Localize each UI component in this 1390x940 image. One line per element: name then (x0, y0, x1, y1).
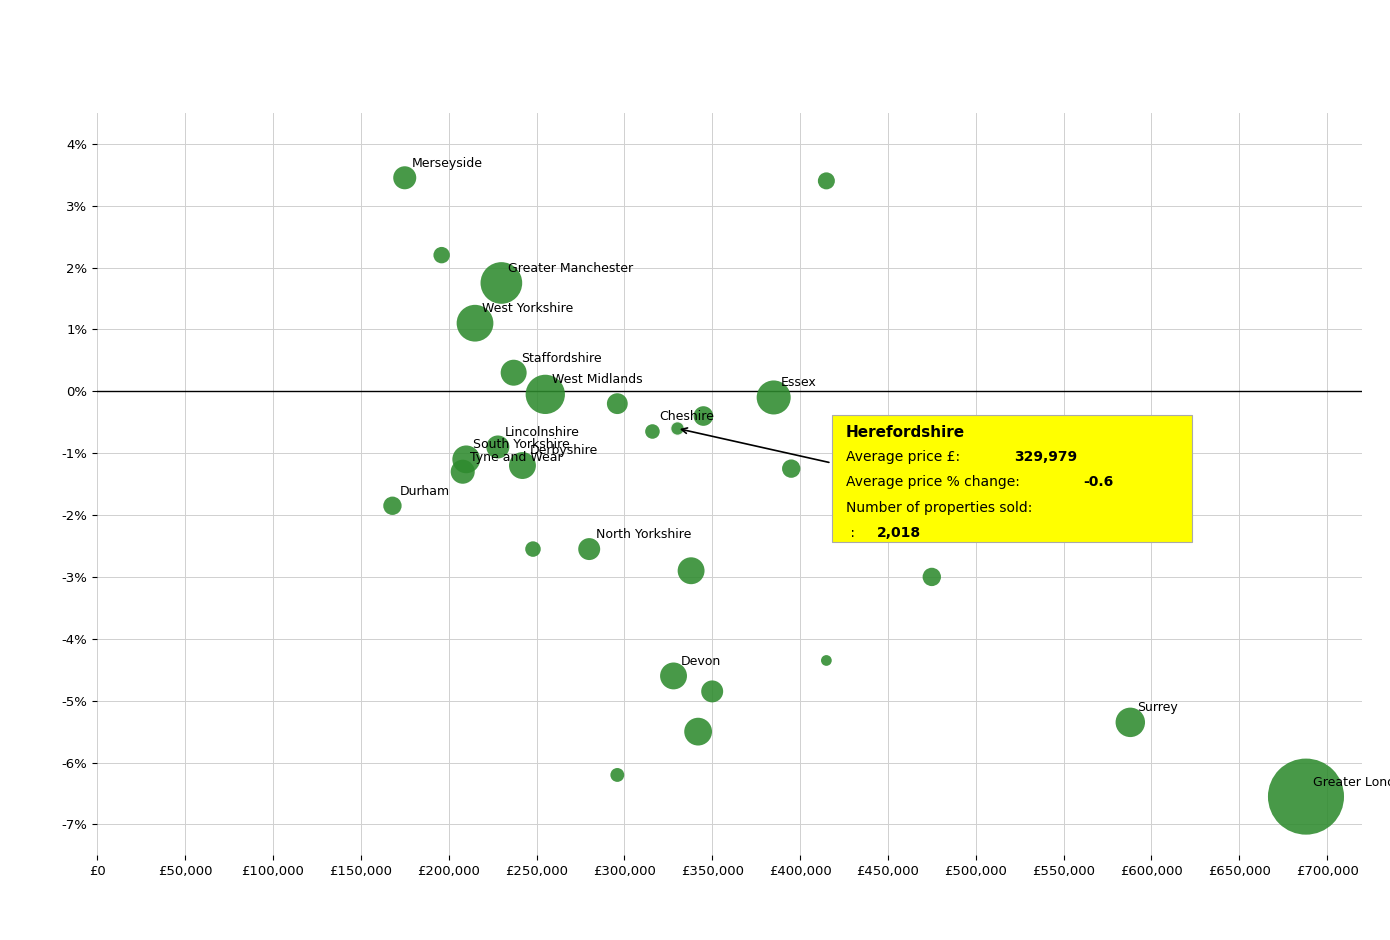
Point (381, 498, 403, 513)
Point (464, 316, 486, 331)
Text: Greater Manchester: Greater Manchester (509, 262, 634, 274)
Point (687, 724, 709, 739)
Point (641, 424, 663, 439)
Text: 2,018: 2,018 (877, 526, 922, 540)
Point (512, 458, 534, 473)
Text: -0.6: -0.6 (1083, 476, 1113, 490)
Point (692, 409, 714, 424)
Point (780, 462, 802, 477)
Text: North Yorkshire: North Yorkshire (596, 528, 692, 541)
Text: Tyne and Wear: Tyne and Wear (470, 450, 563, 463)
Text: Average price % change:: Average price % change: (845, 476, 1029, 490)
Point (666, 421, 688, 436)
Point (578, 541, 600, 556)
Point (701, 684, 723, 699)
Point (393, 170, 416, 185)
Point (455, 452, 477, 467)
Point (920, 570, 942, 585)
Text: Number of properties sold:: Number of properties sold: (845, 501, 1031, 515)
Text: Hertfordshire: Hertfordshire (948, 478, 1030, 492)
Text: South Yorkshire: South Yorkshire (473, 438, 570, 451)
Point (816, 653, 838, 668)
Text: West Midlands: West Midlands (552, 373, 644, 386)
Text: Cheshire: Cheshire (659, 411, 714, 423)
Point (606, 396, 628, 411)
Text: Durham: Durham (399, 485, 449, 497)
FancyBboxPatch shape (831, 415, 1191, 541)
Text: Merseyside: Merseyside (411, 157, 482, 170)
Text: Lincolnshire: Lincolnshire (505, 426, 580, 439)
Point (1295, 789, 1318, 804)
Point (491, 275, 513, 290)
Point (663, 668, 685, 683)
Point (503, 365, 525, 380)
Text: 329,979: 329,979 (1015, 450, 1077, 464)
Text: Essex: Essex (781, 376, 816, 389)
Text: Staffordshire: Staffordshire (521, 352, 602, 365)
Point (885, 489, 908, 504)
Point (1119, 714, 1141, 729)
Point (894, 523, 916, 538)
Text: Surrey: Surrey (1137, 701, 1179, 714)
Point (452, 464, 474, 479)
Text: Herefordshire: Herefordshire (845, 425, 965, 440)
Point (680, 563, 702, 578)
Point (521, 541, 543, 556)
Text: West Yorkshire: West Yorkshire (482, 302, 573, 315)
Point (486, 439, 509, 454)
Text: Average price £:: Average price £: (845, 450, 969, 464)
Point (930, 492, 952, 507)
Text: Derbyshire: Derbyshire (530, 445, 598, 458)
Point (763, 390, 785, 405)
Point (816, 173, 838, 188)
Text: :: : (845, 526, 859, 540)
Point (606, 767, 628, 782)
Text: Devon: Devon (681, 655, 721, 668)
Point (431, 247, 453, 262)
Text: Greater London: Greater London (1314, 776, 1390, 789)
Point (534, 387, 556, 402)
